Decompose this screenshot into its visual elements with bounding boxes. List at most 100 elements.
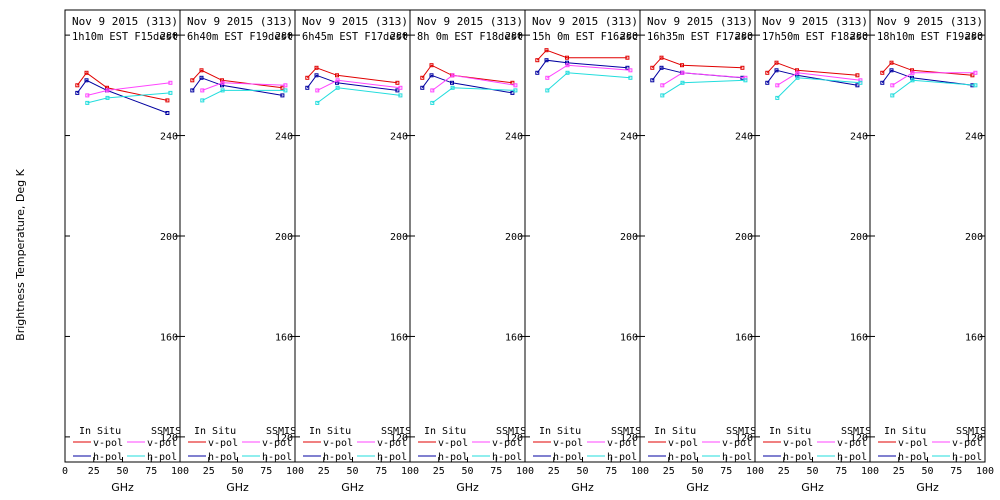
data-point-insitu_v — [84, 70, 89, 75]
y-tick-label: 160 — [965, 332, 983, 343]
data-point-ssmis_h — [200, 98, 205, 103]
series-line-ssmis_h — [776, 77, 861, 99]
legend-insitu-heading: In Situ — [884, 426, 926, 437]
y-tick-label: 120 — [390, 433, 408, 444]
x-tick-label: 25 — [433, 466, 445, 477]
data-point-insitu_v — [880, 70, 885, 75]
data-point-insitu_v — [190, 78, 195, 83]
legend-insitu-hpol-label: h-pol — [93, 452, 123, 463]
data-point-ssmis_h — [513, 88, 518, 93]
legend-ssmis-hpol-label: h-pol — [837, 452, 867, 463]
data-point-insitu_v — [659, 55, 664, 60]
x-tick-label: 100 — [286, 466, 304, 477]
data-point-insitu_h — [395, 88, 400, 93]
chart-panel-8: Nov 9 2015 (313) 18h10m EST F19asc 120 160 2… — [869, 9, 994, 494]
y-tick-label: 200 — [505, 232, 523, 243]
data-point-ssmis_v — [85, 93, 90, 98]
data-point-insitu_v — [680, 63, 684, 68]
data-point-insitu_h — [544, 58, 549, 63]
data-point-insitu_h — [420, 85, 425, 90]
data-point-insitu_h — [305, 85, 310, 90]
legend-ssmis-vpol-label: v-pol — [262, 438, 292, 449]
x-tick-label: 50 — [921, 466, 933, 477]
chart-panel-3: Nov 9 2015 (313) 6h45m EST F17dest 120 160 2… — [294, 9, 419, 494]
panel-title-date: Nov 9 2015 (313) — [762, 15, 868, 28]
data-point-insitu_h — [314, 73, 319, 78]
y-tick-label: 200 — [965, 232, 983, 243]
panel-title-time: 15h 0m EST F16asc — [532, 30, 638, 43]
data-point-insitu_v — [510, 80, 515, 85]
x-axis-title: GHz — [111, 481, 134, 494]
x-tick-label: 100 — [976, 466, 994, 477]
legend-ssmis-heading: SSMIS — [841, 426, 871, 437]
data-point-insitu_h — [199, 75, 204, 80]
data-point-ssmis_h — [628, 75, 633, 80]
data-point-ssmis_h — [910, 78, 915, 83]
x-tick-label: 25 — [893, 466, 905, 477]
data-point-ssmis_v — [775, 83, 780, 88]
panel-title-time: 17h50m EST F18asc — [762, 30, 868, 43]
series-line-insitu_v — [421, 64, 513, 84]
panel-title-time: 6h45m EST F17dest — [302, 30, 408, 43]
legend-insitu-vpol-label: v-pol — [553, 438, 583, 449]
data-point-ssmis_v — [105, 88, 110, 93]
legend-insitu-hpol-label: h-pol — [898, 452, 928, 463]
series-line-ssmis_h — [546, 72, 631, 91]
data-point-ssmis_h — [973, 83, 978, 88]
y-tick-label: 280 — [275, 31, 293, 42]
y-tick-label: 280 — [850, 31, 868, 42]
data-point-insitu_h — [75, 90, 80, 95]
x-tick-label: 100 — [401, 466, 419, 477]
legend-ssmis-vpol-label: v-pol — [147, 438, 177, 449]
legend-ssmis-vpol-label: v-pol — [952, 438, 982, 449]
y-tick-label: 200 — [850, 232, 868, 243]
y-tick-label: 240 — [965, 132, 983, 143]
y-tick-label: 160 — [160, 332, 178, 343]
panel-title-time: 6h40m EST F19dest — [187, 30, 293, 43]
legend-ssmis-heading: SSMIS — [496, 426, 526, 437]
x-tick-label: 50 — [691, 466, 703, 477]
data-point-insitu_h — [84, 78, 89, 83]
data-point-ssmis_h — [795, 75, 800, 80]
data-point-insitu_v — [335, 73, 339, 78]
legend-ssmis-hpol-label: h-pol — [722, 452, 752, 463]
y-tick-label: 240 — [275, 132, 293, 143]
x-axis-title: GHz — [686, 481, 709, 494]
series-line-ssmis_h — [202, 89, 286, 101]
x-axis-title: GHz — [456, 481, 479, 494]
legend-insitu-heading: In Situ — [769, 426, 811, 437]
y-tick-label: 120 — [735, 433, 753, 444]
legend-ssmis-vpol-label: v-pol — [377, 438, 407, 449]
y-tick-label: 280 — [735, 31, 753, 42]
x-tick-label: 25 — [663, 466, 675, 477]
data-point-ssmis_v — [680, 70, 685, 75]
legend-ssmis-vpol-label: v-pol — [607, 438, 637, 449]
data-point-insitu_v — [429, 63, 434, 68]
legend-insitu-heading: In Situ — [654, 426, 696, 437]
legend-insitu-heading: In Situ — [424, 426, 466, 437]
chart-panel-5: Nov 9 2015 (313) 15h 0m EST F16asc 120 160 2… — [524, 9, 649, 494]
data-point-insitu_h — [280, 93, 285, 98]
data-point-insitu_v — [280, 85, 285, 90]
x-tick-label: 75 — [260, 466, 272, 477]
data-point-insitu_v — [75, 83, 80, 88]
data-point-ssmis_h — [283, 88, 288, 93]
data-point-ssmis_v — [513, 83, 518, 88]
series-line-ssmis_h — [432, 87, 516, 104]
x-axis-title: GHz — [571, 481, 594, 494]
y-tick-label: 240 — [620, 132, 638, 143]
series-line-ssmis_v — [87, 82, 171, 96]
chart-panel-4: Nov 9 2015 (313) 8h 0m EST F18dest 120 160 2… — [409, 9, 534, 494]
data-point-ssmis_v — [565, 63, 570, 68]
data-point-insitu_h — [889, 68, 894, 73]
data-point-ssmis_v — [283, 83, 288, 88]
series-line-ssmis_v — [317, 79, 401, 91]
y-tick-label: 160 — [390, 332, 408, 343]
x-tick-label: 25 — [318, 466, 330, 477]
data-point-ssmis_h — [430, 100, 435, 105]
y-tick-label: 240 — [850, 132, 868, 143]
data-point-insitu_v — [765, 70, 770, 75]
data-point-insitu_h — [880, 80, 885, 85]
data-point-ssmis_h — [890, 93, 895, 98]
y-tick-label: 160 — [505, 332, 523, 343]
